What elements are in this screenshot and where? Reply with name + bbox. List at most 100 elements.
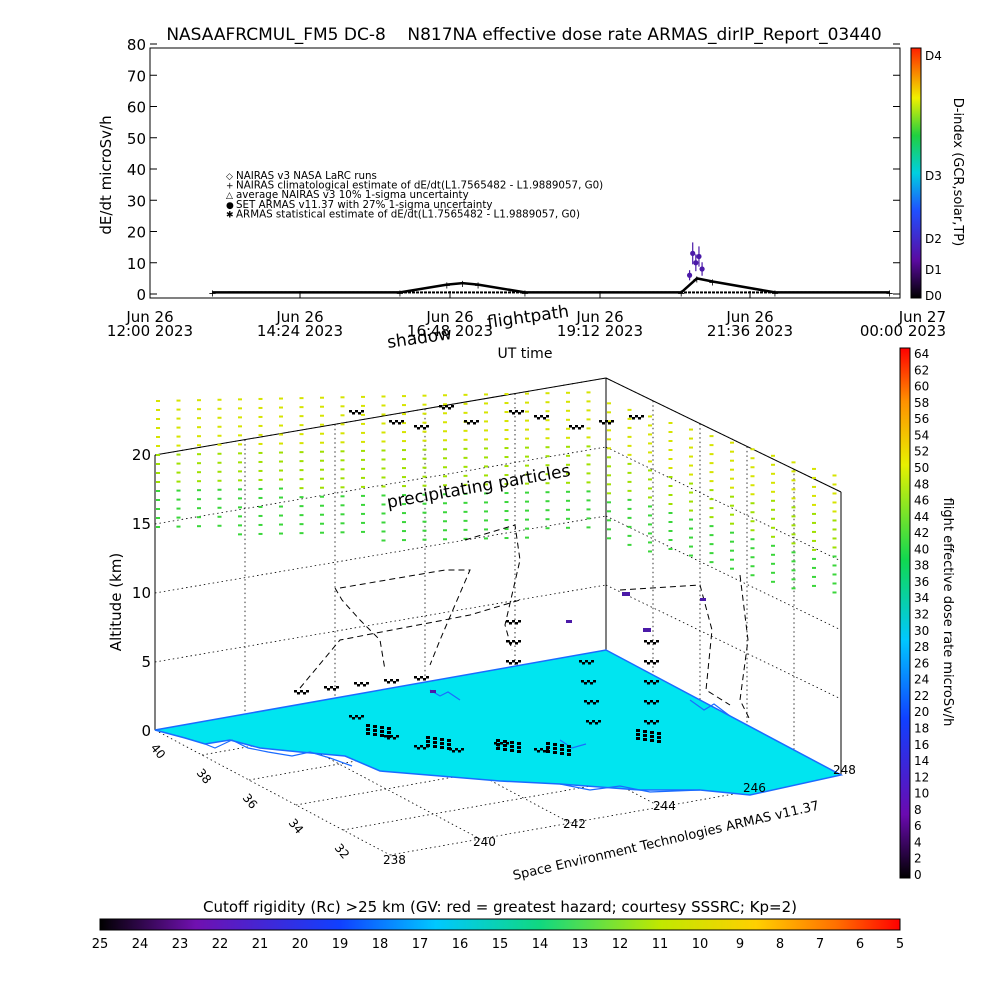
altitude-label: Altitude (km) xyxy=(107,553,125,651)
flight-mark xyxy=(632,417,635,420)
nairas-baseline-mark xyxy=(720,291,723,294)
flight-mark xyxy=(327,688,330,691)
precip-mark xyxy=(443,529,447,532)
precip-mark xyxy=(627,507,632,510)
precip-mark xyxy=(668,431,673,433)
flight-mark xyxy=(373,729,377,732)
precip-mark xyxy=(668,422,673,424)
precip-mark xyxy=(812,494,816,497)
precip-mark xyxy=(279,397,283,400)
dose-rate-colorbar: 6462605856545250484644424038363432302826… xyxy=(899,347,955,882)
precip-mark xyxy=(648,469,652,472)
rigidity-tick: 7 xyxy=(816,937,824,952)
precip-mark xyxy=(832,582,837,585)
precip-mark xyxy=(586,481,591,484)
precip-mark xyxy=(791,497,796,500)
flight-mark xyxy=(584,682,587,685)
precip-mark xyxy=(812,476,816,479)
flight-mark xyxy=(426,744,430,747)
precip-mark xyxy=(812,566,816,569)
precip-mark xyxy=(730,477,734,480)
nairas-baseline-mark xyxy=(736,291,739,294)
flight-mark xyxy=(447,743,451,746)
precip-mark xyxy=(258,532,263,535)
precip-mark xyxy=(750,547,755,550)
precip-mark xyxy=(607,519,611,522)
flight-mark xyxy=(506,620,509,623)
precip-mark xyxy=(443,394,447,397)
precip-mark xyxy=(320,513,324,516)
dindex-tick: D0 xyxy=(925,289,942,303)
precip-mark xyxy=(771,535,775,538)
precip-mark xyxy=(484,420,488,423)
dose-rate-tick: 12 xyxy=(914,770,929,784)
y-tick-label: 70 xyxy=(127,67,146,85)
flight-mark xyxy=(366,728,370,731)
precip-mark xyxy=(443,475,447,478)
flight-mark xyxy=(433,745,437,748)
flight-mark xyxy=(643,730,647,733)
precip-mark xyxy=(545,437,550,440)
precip-mark xyxy=(504,528,509,531)
scene-3d: shadow flightpath precipitating particle… xyxy=(107,302,856,884)
precip-mark xyxy=(258,514,263,517)
precip-mark xyxy=(238,416,242,419)
precip-mark xyxy=(238,506,242,509)
precip-mark xyxy=(463,510,468,513)
flight-mark xyxy=(537,750,540,753)
ocean-floor xyxy=(154,649,844,796)
rigidity-tick: 17 xyxy=(412,937,429,952)
precip-mark xyxy=(566,445,570,448)
nairas-baseline-mark xyxy=(452,291,455,294)
precip-mark xyxy=(484,393,488,396)
precip-mark xyxy=(525,428,529,431)
rigidity-tick: 6 xyxy=(856,937,864,952)
precip-mark xyxy=(299,514,304,517)
grid-line xyxy=(154,729,391,856)
dose-rate-tick: 26 xyxy=(914,656,929,670)
precip-mark xyxy=(648,442,652,445)
precip-mark xyxy=(566,454,570,457)
flight-mark xyxy=(518,412,521,415)
precip-mark xyxy=(197,507,201,510)
x-tick-label: 00:00 2023 xyxy=(860,322,946,340)
precip-mark xyxy=(607,537,611,540)
precip-mark xyxy=(771,481,775,484)
y-tick-label: 30 xyxy=(127,192,146,210)
dindex-gradient xyxy=(910,47,922,299)
precip-mark xyxy=(176,471,181,474)
precip-mark xyxy=(586,508,591,511)
precip-mark xyxy=(545,518,550,521)
y-tick-label: 10 xyxy=(127,255,146,273)
precip-mark xyxy=(320,504,324,507)
precip-mark xyxy=(361,413,365,416)
precip-mark xyxy=(504,420,509,423)
armas-scene-point xyxy=(430,690,436,693)
longitude-tick: 240 xyxy=(473,835,496,849)
precip-mark xyxy=(463,483,468,486)
precip-mark xyxy=(607,447,611,450)
precip-mark xyxy=(812,467,816,470)
precip-mark xyxy=(627,480,632,483)
precip-mark xyxy=(504,402,509,405)
flight-mark xyxy=(650,731,654,734)
precip-mark xyxy=(422,502,427,505)
precip-mark xyxy=(668,476,673,478)
flight-mark xyxy=(650,660,653,663)
flight-mark xyxy=(611,420,614,423)
precip-mark xyxy=(812,548,816,551)
flight-mark xyxy=(380,726,384,729)
dose-rate-tick: 34 xyxy=(914,591,929,605)
precip-mark xyxy=(525,473,529,476)
precip-mark xyxy=(484,447,488,450)
precip-mark xyxy=(668,494,673,496)
precip-mark xyxy=(545,527,550,530)
precip-mark xyxy=(791,578,796,581)
precip-mark xyxy=(381,530,386,533)
precip-mark xyxy=(176,444,181,447)
precip-mark xyxy=(422,529,427,532)
nairas-baseline-mark xyxy=(728,291,731,294)
precip-mark xyxy=(627,408,632,411)
precip-mark xyxy=(361,422,365,425)
precip-mark xyxy=(832,519,837,522)
